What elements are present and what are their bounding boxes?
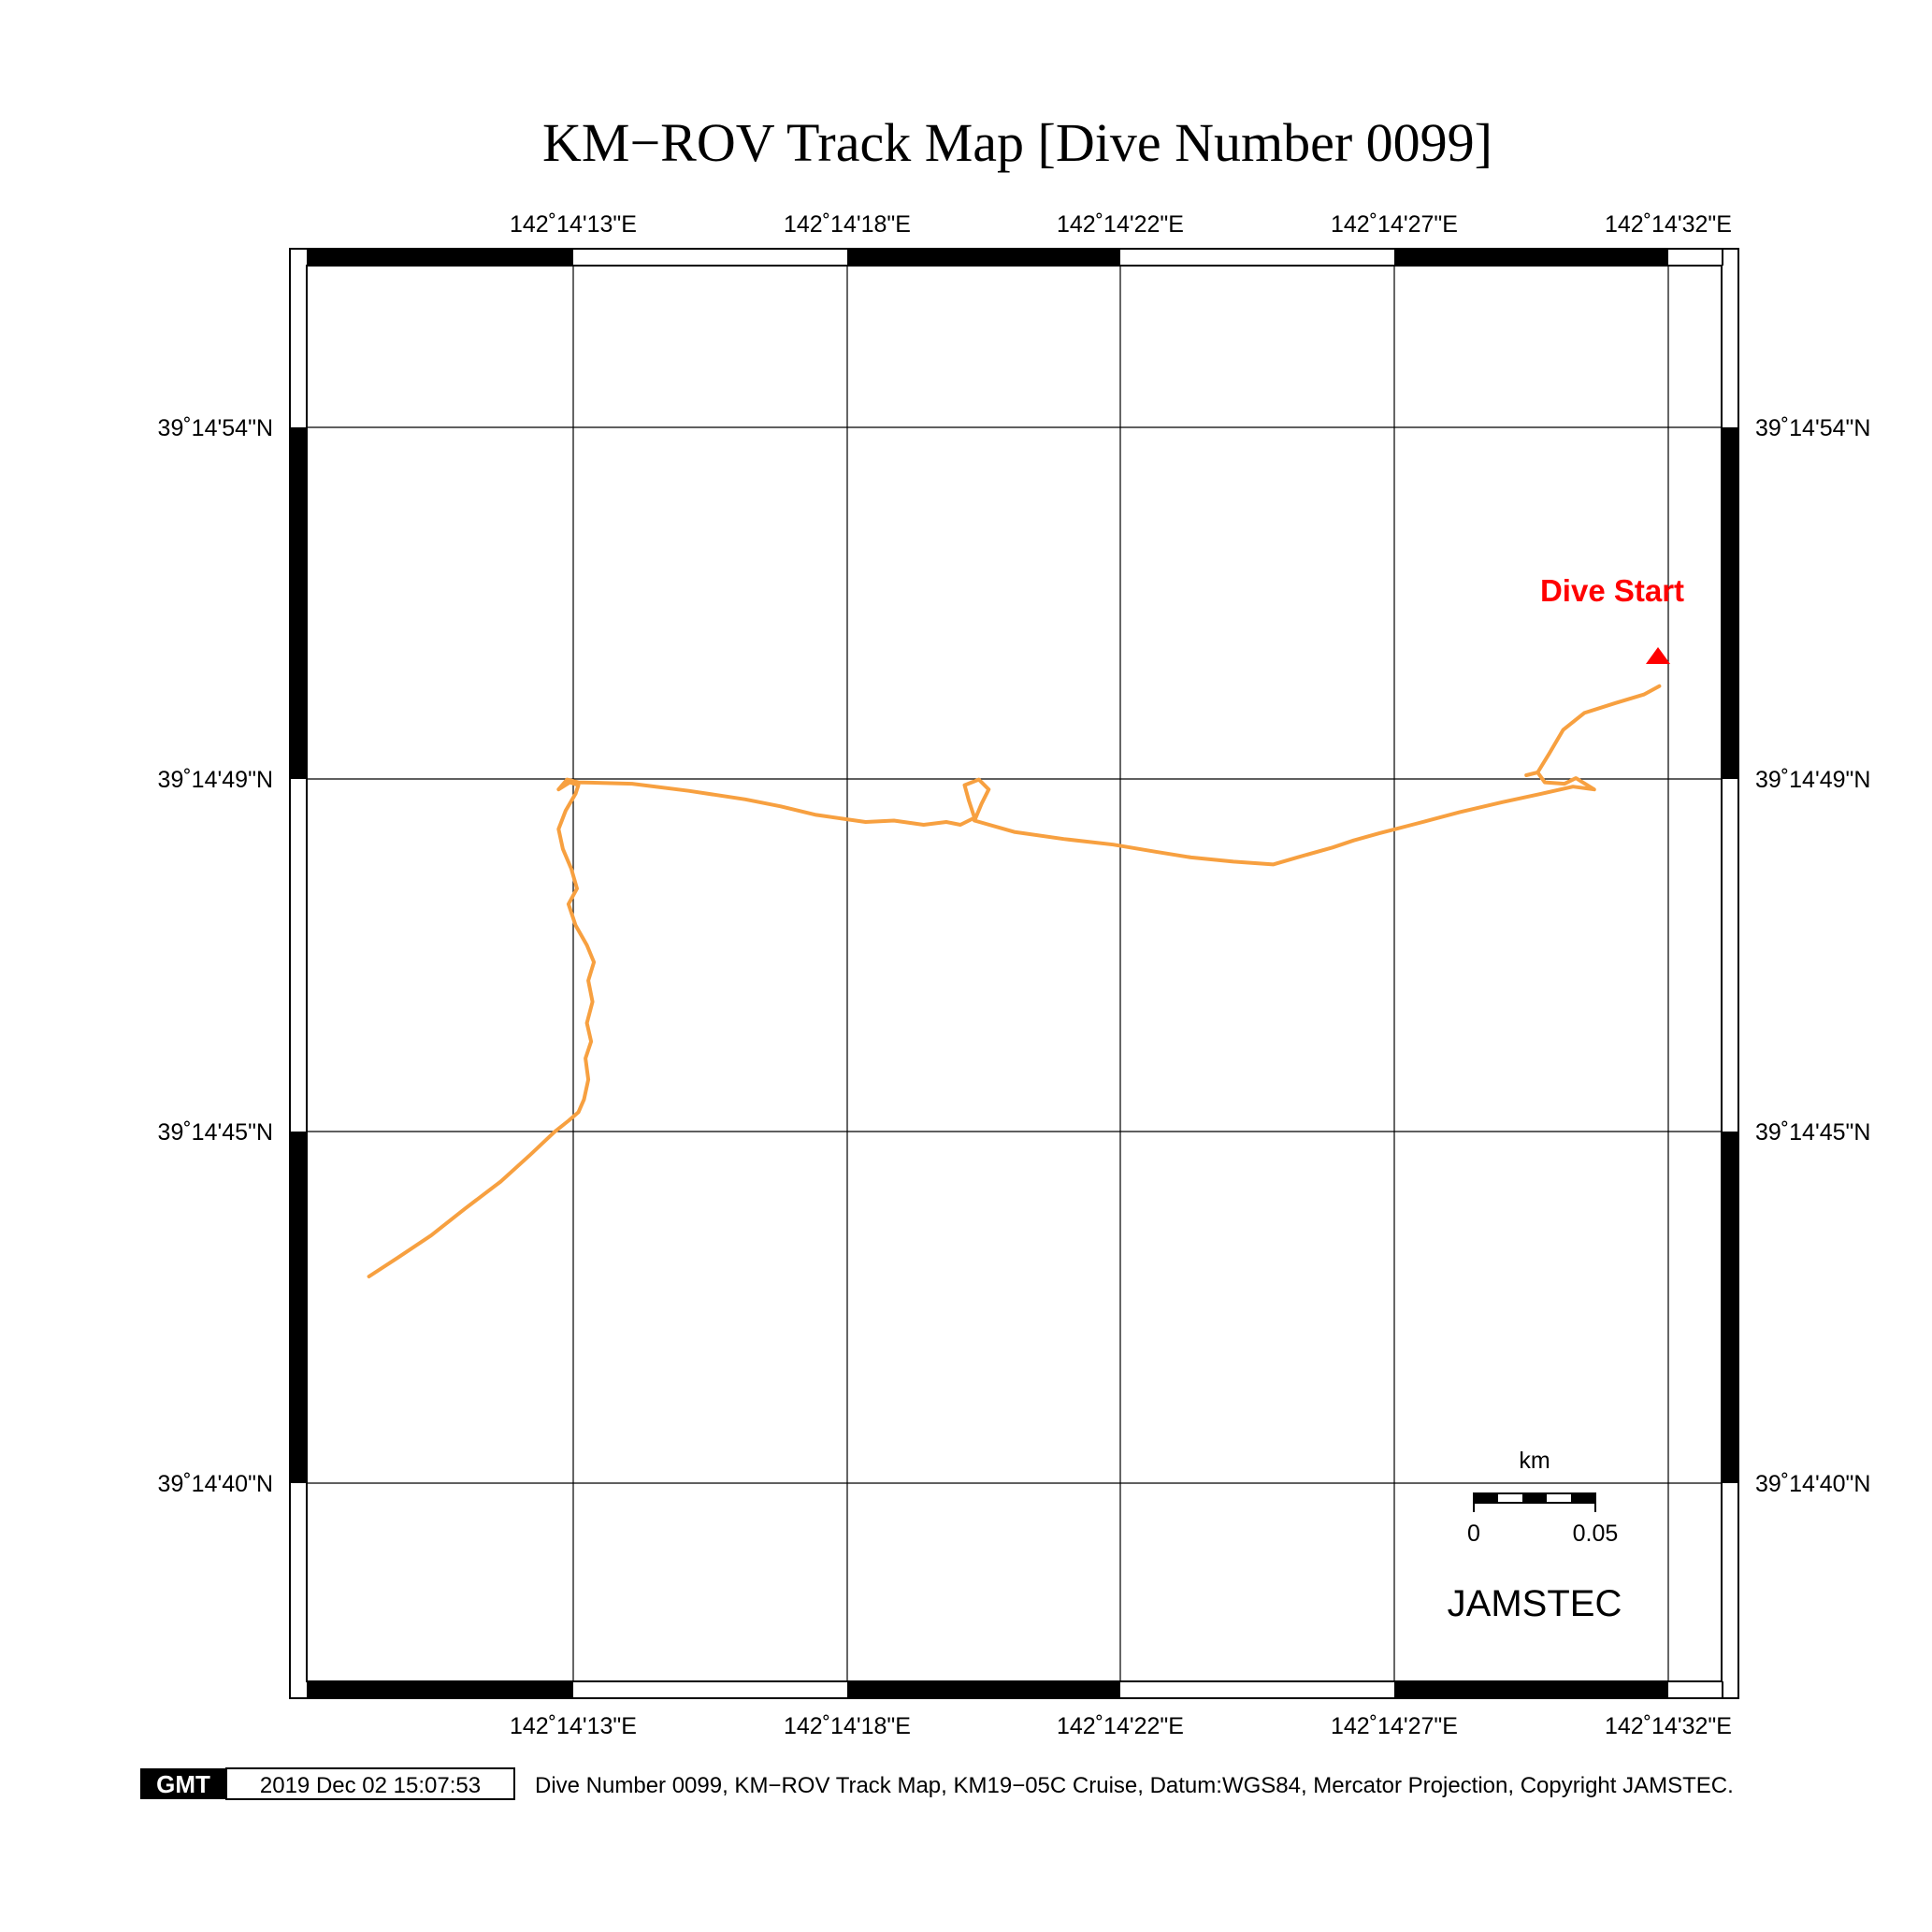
x-tick-label: 142˚14'22"E (1057, 1713, 1184, 1739)
x-tick-label: 142˚14'13"E (510, 1713, 637, 1739)
frame-band-top (847, 249, 1120, 266)
timestamp: 2019 Dec 02 15:07:53 (260, 1773, 481, 1798)
y-tick-label: 39˚14'40"N (158, 1471, 273, 1497)
dive-start-marker (1646, 647, 1670, 664)
frame-band-right (1722, 1132, 1738, 1483)
x-tick-labels-top: 142˚14'13"E 142˚14'18"E 142˚14'22"E 142˚… (510, 211, 1732, 238)
x-tick-label: 142˚14'32"E (1605, 1713, 1732, 1739)
rov-track-line (367, 684, 1662, 1278)
dive-start-label: Dive Start (1540, 573, 1684, 608)
y-tick-labels-left: 39˚14'54"N 39˚14'49"N 39˚14'45"N 39˚14'4… (158, 415, 273, 1497)
frame-band-bottom (847, 1681, 1120, 1698)
map-frame-outer (289, 248, 1739, 1699)
frame-band-right (1722, 427, 1738, 779)
org-label: JAMSTEC (1448, 1583, 1622, 1624)
frame-band-bottom (307, 1681, 573, 1698)
y-tick-label: 39˚14'45"N (158, 1119, 273, 1146)
frame-checker-bands (290, 249, 1738, 1698)
frame-band-top (1394, 249, 1668, 266)
frame-band-top (307, 249, 573, 266)
frame-band-left (290, 427, 307, 779)
y-tick-label: 39˚14'45"N (1755, 1119, 1870, 1146)
map-frame-inner (306, 265, 1723, 1682)
y-tick-label: 39˚14'54"N (1755, 415, 1870, 441)
scale-bar-segment (1571, 1493, 1595, 1503)
scale-bar-segment (1522, 1493, 1547, 1503)
x-tick-label: 142˚14'18"E (784, 1713, 911, 1739)
y-tick-labels-right: 39˚14'54"N 39˚14'49"N 39˚14'45"N 39˚14'4… (1755, 415, 1870, 1497)
frame-band-bottom (1394, 1681, 1668, 1698)
x-tick-label: 142˚14'32"E (1605, 211, 1732, 238)
scale-bar: km 0 0.05 (1467, 1448, 1618, 1547)
footer: GMT 2019 Dec 02 15:07:53 Dive Number 009… (140, 1767, 1734, 1800)
footer-caption: Dive Number 0099, KM−ROV Track Map, KM19… (535, 1773, 1734, 1798)
gmt-logo (140, 1768, 226, 1799)
y-tick-label: 39˚14'54"N (158, 415, 273, 441)
y-tick-label: 39˚14'49"N (158, 767, 273, 793)
timestamp-box (225, 1767, 515, 1800)
scale-label-start: 0 (1467, 1521, 1480, 1547)
y-tick-label: 39˚14'40"N (1755, 1471, 1870, 1497)
x-tick-label: 142˚14'18"E (784, 211, 911, 238)
scale-label-end: 0.05 (1573, 1521, 1619, 1547)
x-tick-label: 142˚14'22"E (1057, 211, 1184, 238)
x-tick-label: 142˚14'27"E (1331, 1713, 1458, 1739)
scale-unit: km (1519, 1448, 1550, 1474)
frame-band-left (290, 1132, 307, 1483)
gmt-logo-text: GMT (156, 1770, 210, 1798)
map-title: KM−ROV Track Map [Dive Number 0099] (542, 112, 1492, 173)
graticule (307, 266, 1722, 1681)
x-tick-labels-bottom: 142˚14'13"E 142˚14'18"E 142˚14'22"E 142˚… (510, 1713, 1732, 1739)
y-tick-label: 39˚14'49"N (1755, 767, 1870, 793)
x-tick-label: 142˚14'13"E (510, 211, 637, 238)
x-tick-label: 142˚14'27"E (1331, 211, 1458, 238)
scale-bar-segment (1474, 1493, 1498, 1503)
